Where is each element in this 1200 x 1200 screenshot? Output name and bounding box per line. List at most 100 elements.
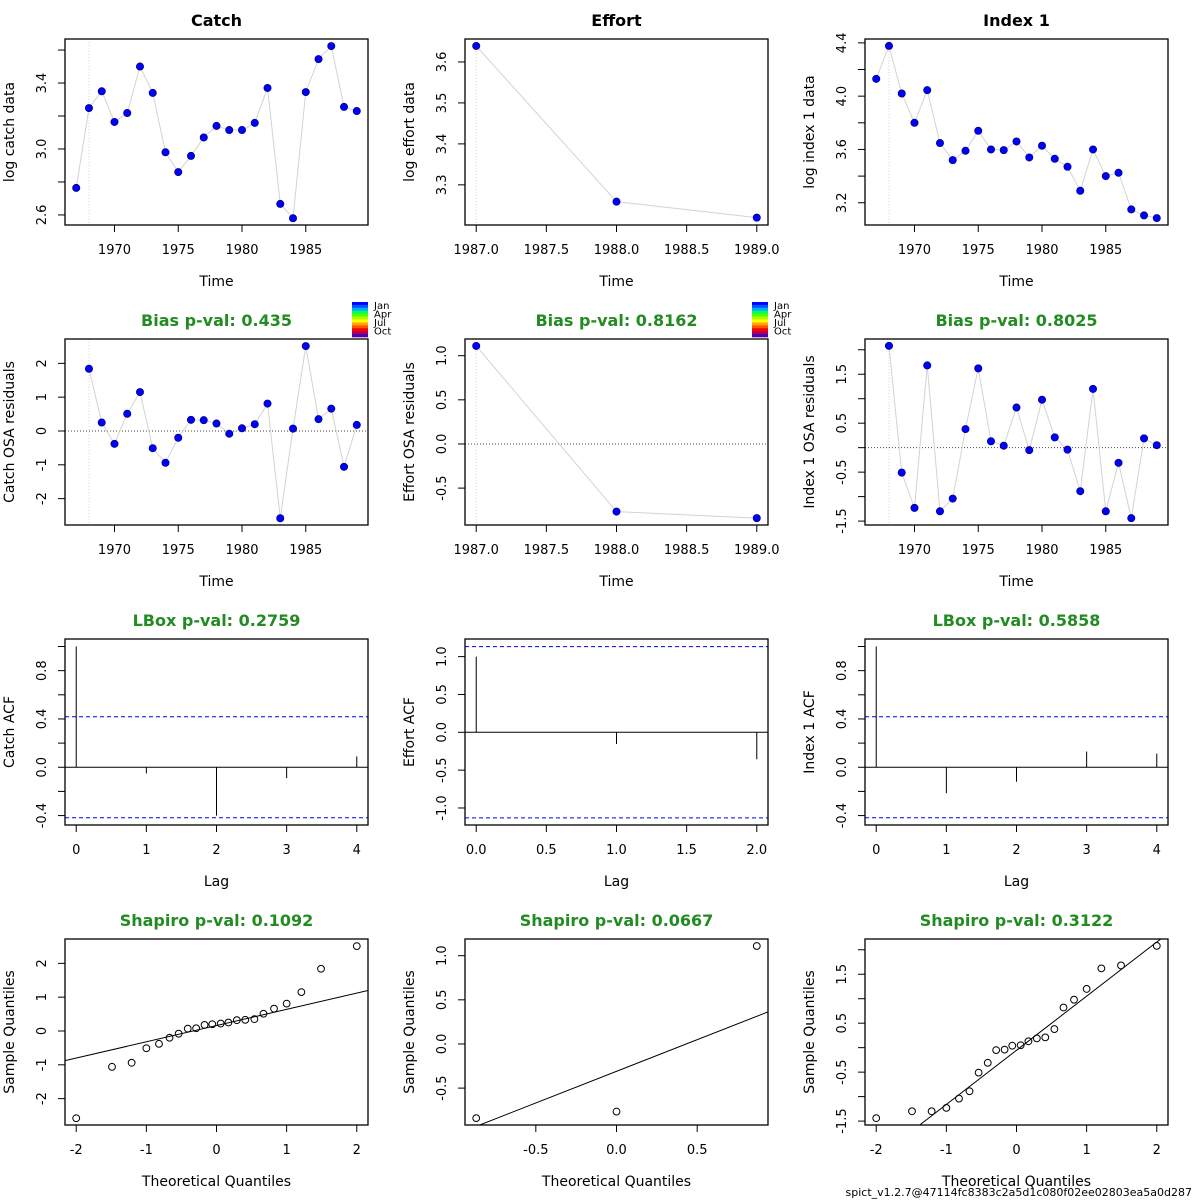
y-tick-label: 4.4 <box>835 33 850 54</box>
data-point <box>352 107 361 116</box>
legend-swatch <box>352 316 368 320</box>
y-tick-label: 0.5 <box>435 684 450 705</box>
data-point <box>961 425 970 434</box>
qq-point <box>472 1114 481 1123</box>
legend-swatch <box>352 325 368 329</box>
plot-area <box>72 39 361 225</box>
data-point <box>186 151 195 160</box>
plot-area <box>65 646 368 819</box>
data-point <box>752 213 761 222</box>
legend-label: Jul <box>373 318 386 329</box>
y-axis-label: Catch OSA residuals <box>2 361 18 503</box>
chart-panel-index1-osa: Bias p-val: 0.8025 Time Index 1 OSA residu… <box>802 311 1169 590</box>
qq-point <box>1082 985 1091 993</box>
x-axis-label: Lag <box>204 874 229 890</box>
x-tick-label: 1975 <box>962 243 995 258</box>
y-tick-label: 3.6 <box>435 52 450 73</box>
plot-area <box>465 646 768 819</box>
qq-point <box>1050 1025 1059 1033</box>
chart-title: Catch <box>191 11 242 30</box>
x-tick-label: 0 <box>1012 1143 1020 1158</box>
y-tick-label: -0.5 <box>835 459 850 484</box>
x-axis-label: Time <box>598 274 633 290</box>
x-tick-label: 1985 <box>289 243 322 258</box>
data-point <box>1063 445 1072 454</box>
data-point <box>148 88 157 97</box>
legend-label: Oct <box>774 327 791 338</box>
data-point <box>923 361 932 370</box>
y-tick-label: -2 <box>35 492 50 505</box>
qq-point <box>155 1039 163 1048</box>
legend-swatch <box>752 316 768 320</box>
x-axis-label: Theoretical Quantiles <box>941 1174 1091 1190</box>
y-axis-label: Effort ACF <box>402 697 418 767</box>
x-tick-label: -2 <box>70 1143 83 1158</box>
x-tick-label: -0.5 <box>523 1143 548 1158</box>
x-tick-label: 1980 <box>1025 243 1058 258</box>
y-tick-label: 3.2 <box>835 192 850 213</box>
x-tick-label: -1 <box>140 1143 153 1158</box>
y-axis-label: Catch ACF <box>2 696 18 768</box>
qq-point <box>241 1015 250 1024</box>
y-tick-label: 0.0 <box>835 757 850 778</box>
y-axis-label: Effort OSA residuals <box>402 362 418 502</box>
data-point <box>340 102 349 111</box>
qq-point <box>72 1114 81 1123</box>
legend-swatch <box>752 304 768 309</box>
y-tick-label: 0.8 <box>835 660 850 681</box>
data-point <box>110 439 119 448</box>
chart-panel-catch-osa: Bias p-val: 0.435 Time Catch OSA residuals… <box>2 301 392 590</box>
y-axis-label: Sample Quantiles <box>402 970 418 1093</box>
y-tick-label: 0 <box>35 427 50 435</box>
qq-point <box>1097 964 1106 973</box>
legend-swatch <box>752 302 768 306</box>
qq-point <box>955 1094 963 1103</box>
legend-label: Apr <box>774 310 792 321</box>
data-point <box>1114 458 1123 467</box>
x-tick-label: 0 <box>72 843 80 858</box>
data-point <box>199 416 208 425</box>
chart-panel-catch-data: Catch Time log catch data 1970 1975 1980 1985 2… <box>2 11 369 290</box>
qq-point <box>270 1004 278 1013</box>
y-tick-label: 0.4 <box>835 709 850 730</box>
plot-area <box>472 942 768 1125</box>
legend-swatch <box>352 331 368 335</box>
plot-area <box>472 39 761 225</box>
plot-frame <box>464 638 769 826</box>
x-tick-label: 1970 <box>898 243 931 258</box>
y-tick-label: 0 <box>35 1027 50 1035</box>
x-tick-label: 1985 <box>289 543 322 558</box>
qq-point <box>908 1107 916 1116</box>
qq-point <box>165 1033 174 1042</box>
y-tick-label: 2 <box>35 959 50 967</box>
y-tick-label: -1 <box>35 1058 50 1071</box>
y-tick-label: -0.4 <box>35 803 50 828</box>
data-point <box>301 88 310 97</box>
y-tick-label: 0.0 <box>435 1034 450 1055</box>
chart-title: Bias p-val: 0.8162 <box>535 311 697 330</box>
chart-panel-catch-qq: Shapiro p-val: 0.1092 Theoretical Quantil… <box>2 911 369 1190</box>
legend-swatch <box>352 307 368 312</box>
plot-area <box>65 942 368 1123</box>
y-axis-label: log catch data <box>2 82 18 182</box>
data-point <box>238 424 247 433</box>
x-axis-label: Time <box>198 574 233 590</box>
data-point <box>327 42 336 51</box>
qq-point <box>142 1044 151 1053</box>
data-point <box>148 444 157 453</box>
legend-label: Apr <box>374 310 392 321</box>
data-point <box>199 133 208 142</box>
plot-area <box>865 339 1168 525</box>
qq-point <box>1059 1003 1068 1012</box>
y-tick-label: 1 <box>35 993 50 1001</box>
qq-point <box>1117 961 1125 970</box>
legend-swatch <box>352 319 368 323</box>
data-point <box>301 342 310 351</box>
qq-point <box>752 942 761 950</box>
data-point <box>1050 433 1059 442</box>
x-tick-label: 1988.5 <box>664 243 710 258</box>
qq-point <box>297 988 306 996</box>
x-tick-label: 2 <box>1153 1143 1161 1158</box>
plot-frame <box>464 938 769 1126</box>
series-line <box>875 44 1157 219</box>
